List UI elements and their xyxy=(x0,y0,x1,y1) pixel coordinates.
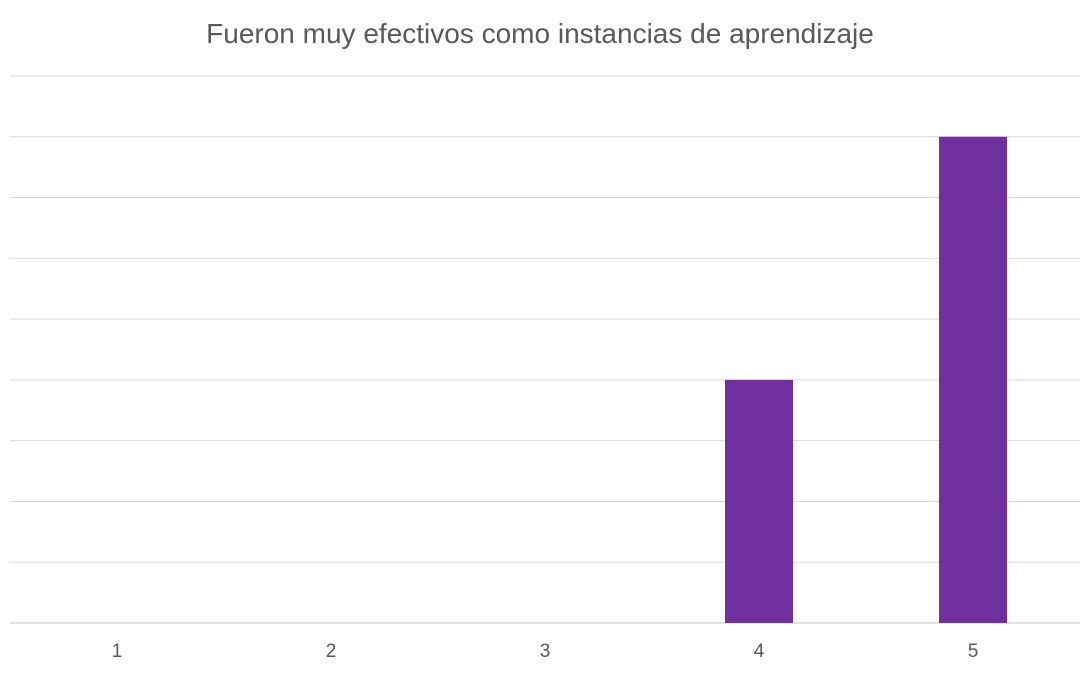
bars xyxy=(725,136,1007,623)
x-tick-label-4: 4 xyxy=(754,641,765,662)
x-tick-label-3: 3 xyxy=(540,641,551,662)
chart-title: Fueron muy efectivos como instancias de … xyxy=(206,18,874,49)
x-tick-label-2: 2 xyxy=(326,641,337,662)
gridlines xyxy=(10,75,1080,624)
x-tick-label-5: 5 xyxy=(968,641,979,662)
x-axis: 1 2 3 4 5 xyxy=(112,641,979,662)
bar-4 xyxy=(725,379,793,623)
x-tick-label-1: 1 xyxy=(112,641,123,662)
bar-5 xyxy=(939,136,1007,623)
